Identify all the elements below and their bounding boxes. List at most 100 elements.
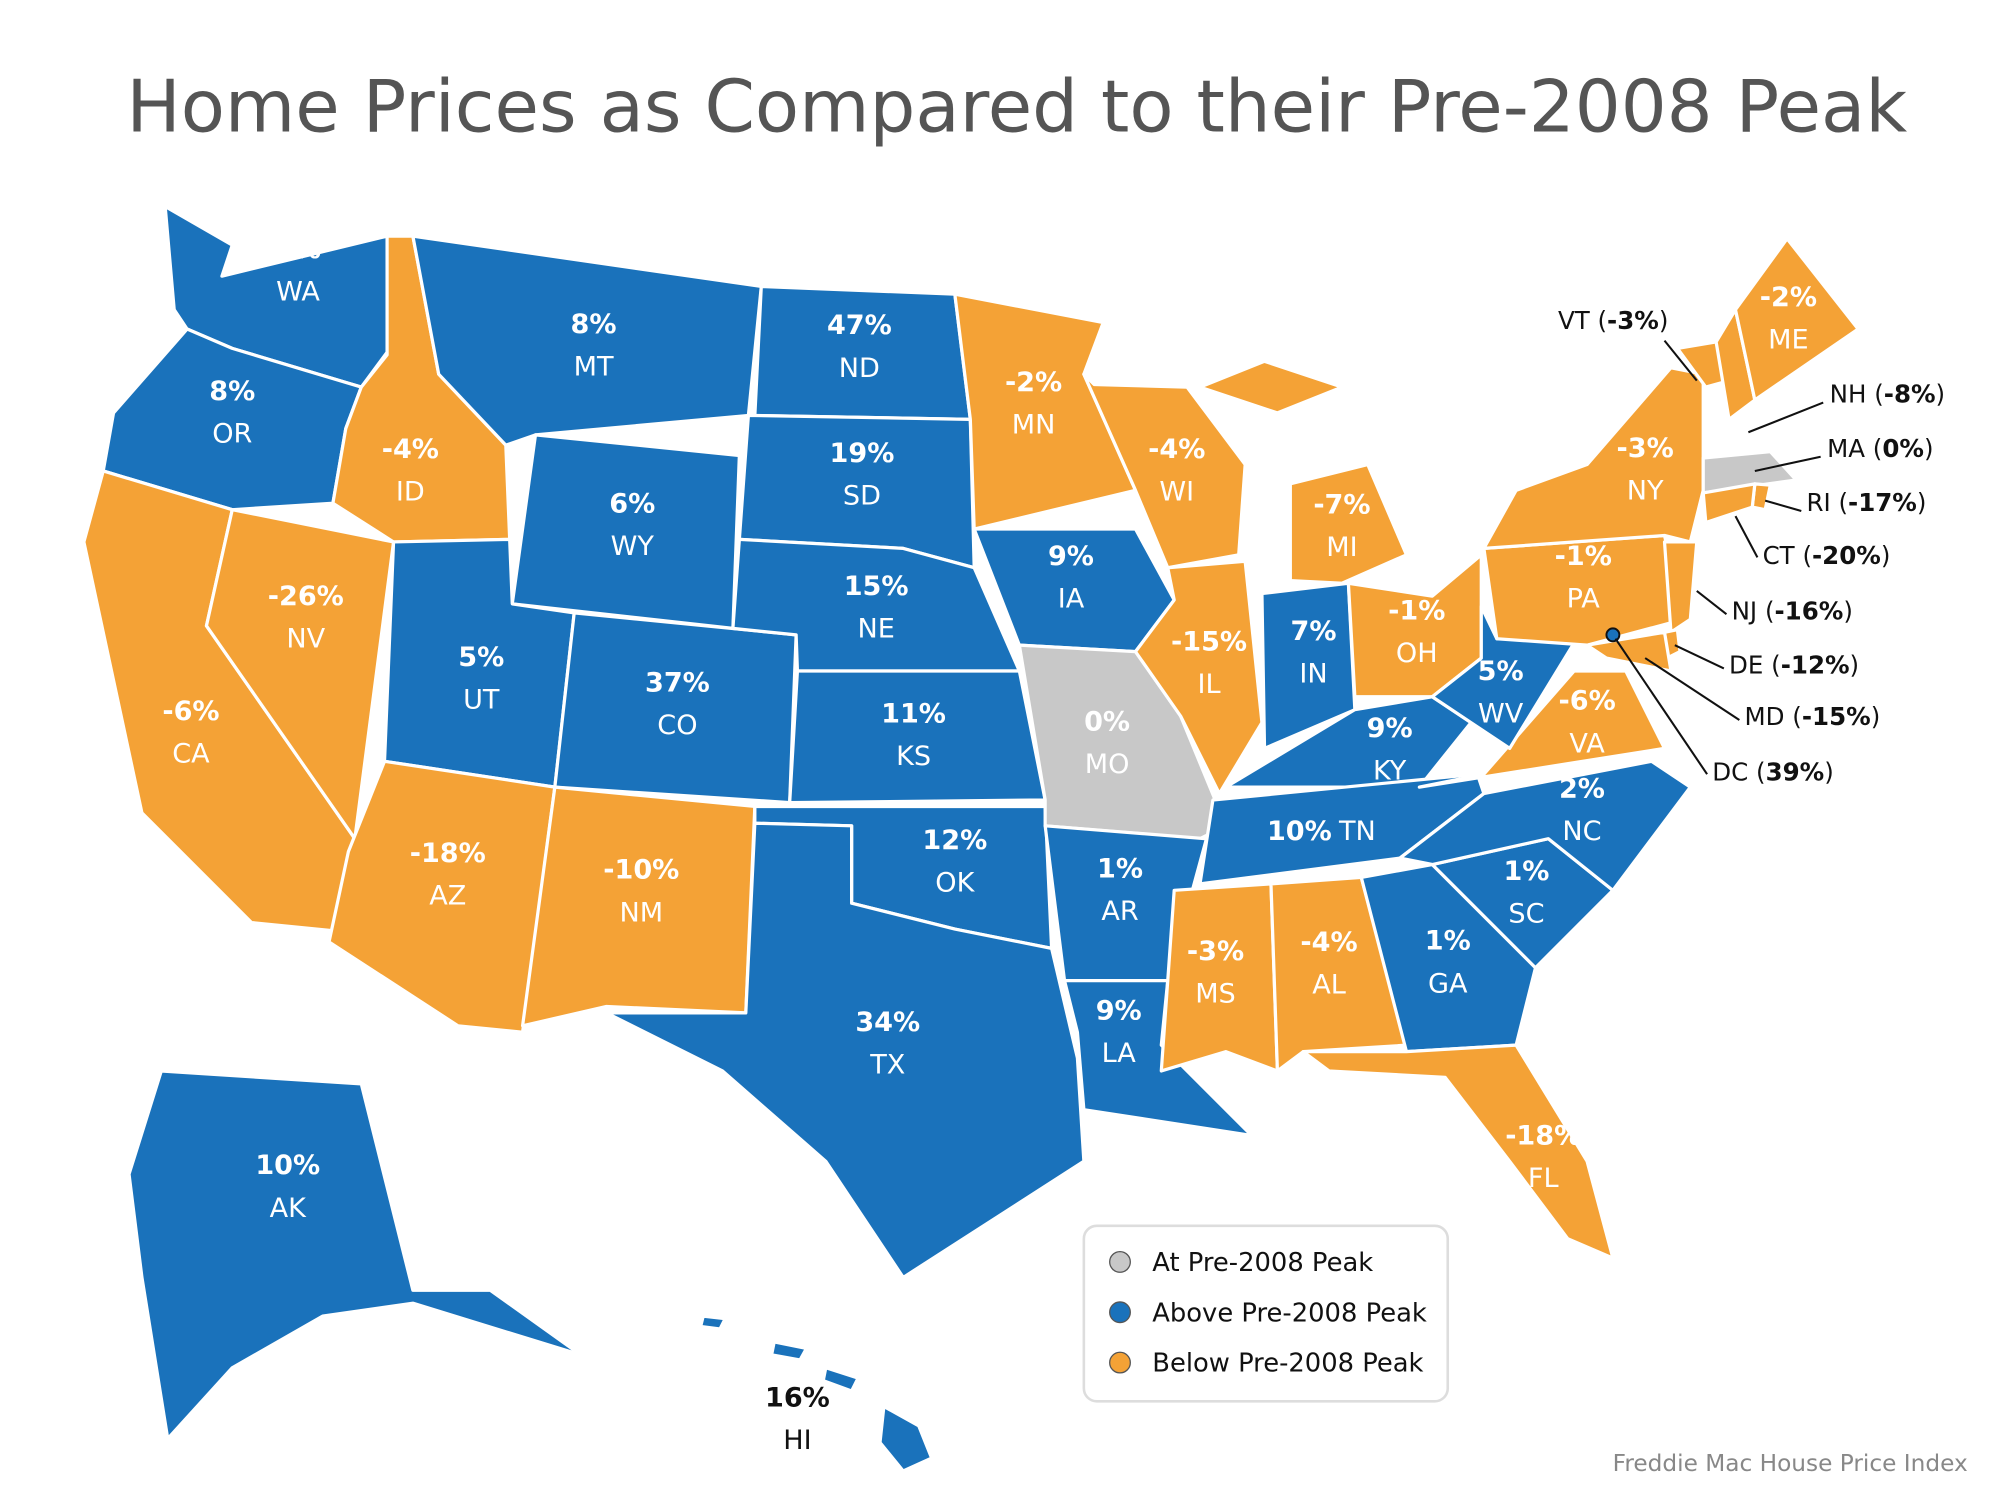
labels: 6% WA 8% OR -6% CA -26% NV -4% ID 8% MT 6% WY 5% UT 37% C… — [162, 234, 1945, 1456]
callout-leader — [1663, 339, 1698, 382]
legend: At Pre-2008 Peak Above Pre-2008 Peak Below… — [1109, 1248, 1427, 1379]
state-value: -7% — [1313, 490, 1370, 521]
callout-label: DC (39%) — [1712, 758, 1834, 787]
state-abbr: ND — [839, 353, 880, 384]
state-abbr: CA — [172, 739, 210, 770]
state-shape — [1159, 882, 1280, 1073]
state-shape — [788, 669, 1047, 805]
state-value: 11% — [881, 699, 946, 730]
callout-part: DE ( — [1729, 651, 1781, 680]
state-shape — [770, 1340, 809, 1362]
state-value: 12% — [922, 825, 987, 856]
callout-part: ) — [1936, 380, 1946, 409]
callout-part: 0% — [1882, 434, 1924, 463]
state-shape — [1082, 372, 1247, 570]
callout-part: -12% — [1781, 651, 1850, 680]
state-abbr: NV — [286, 624, 325, 655]
state-value: 8% — [209, 376, 255, 407]
state-dot — [1605, 627, 1621, 643]
callout-part: ) — [1917, 488, 1927, 517]
state-value: 6% — [609, 488, 655, 519]
state-abbr: AR — [1101, 896, 1139, 927]
callout-leader — [1614, 638, 1708, 775]
callout-label: VT (-3%) — [1558, 306, 1668, 335]
state-value: -1% — [1555, 541, 1612, 572]
state-value: 5% — [1478, 656, 1524, 687]
state-value: 2% — [1559, 773, 1605, 804]
state-value: 7% — [1291, 616, 1337, 647]
state-abbr: WV — [1478, 699, 1524, 730]
source: Freddie Mac House Price Index — [1613, 1450, 1968, 1477]
state-value: -2% — [1760, 282, 1817, 313]
state-abbr: OH — [1396, 638, 1438, 669]
state-shape — [1198, 359, 1344, 415]
state-value: 5% — [458, 642, 504, 673]
state-shape — [553, 611, 798, 805]
callout-leader — [1754, 455, 1821, 472]
state-value: 6% — [275, 234, 321, 265]
state-abbr: ID — [396, 477, 425, 508]
state-abbr: IL — [1197, 669, 1220, 700]
state-shape — [1133, 559, 1264, 796]
state-value: 1% — [1097, 853, 1143, 884]
callout-leader — [1696, 590, 1728, 616]
callout-label: NH (-8%) — [1830, 380, 1945, 409]
state-abbr: MO — [1085, 749, 1130, 780]
state-value: -15% — [1171, 626, 1247, 657]
callout-part: ) — [1843, 596, 1853, 625]
legend-label: At Pre-2008 Peak — [1152, 1248, 1373, 1278]
state-abbr: GA — [1428, 968, 1468, 999]
callout-part: -20% — [1812, 541, 1881, 570]
callout-label: RI (-17%) — [1806, 488, 1926, 517]
callout-part: NJ ( — [1732, 596, 1775, 625]
legend-swatch — [1109, 1250, 1131, 1273]
callout-part: NH ( — [1830, 380, 1884, 409]
callout-part: -17% — [1848, 488, 1917, 517]
state-abbr: TN — [1338, 816, 1376, 847]
callout-part: ) — [1924, 434, 1934, 463]
state-shape — [1733, 237, 1860, 402]
callout-label: DE (-12%) — [1729, 651, 1859, 680]
state-value: 19% — [830, 438, 895, 469]
state-value: 9% — [1367, 713, 1413, 744]
callout-part: DC ( — [1712, 758, 1765, 787]
state-abbr: TX — [869, 1050, 905, 1081]
callout-leader — [1674, 644, 1725, 670]
state-abbr: ME — [1768, 324, 1808, 355]
state-value: 0% — [1084, 706, 1130, 737]
state-value: 1% — [1425, 926, 1471, 957]
state-abbr: IA — [1058, 584, 1085, 615]
state-value: 10% — [1267, 816, 1332, 847]
legend-box — [1082, 1224, 1450, 1403]
state-value: 10% — [255, 1150, 320, 1181]
state-value: 9% — [1048, 541, 1094, 572]
callout-label: NJ (-16%) — [1732, 596, 1853, 625]
state-abbr: NC — [1562, 816, 1601, 847]
callout-part: ) — [1659, 306, 1669, 335]
state-abbr: KY — [1373, 755, 1407, 786]
state-shape — [821, 1366, 860, 1393]
callout-part: CT ( — [1763, 541, 1812, 570]
state-shape — [1662, 540, 1699, 634]
state-shape — [520, 785, 757, 1028]
state-abbr: NM — [619, 897, 663, 928]
state-abbr: OR — [212, 419, 252, 450]
state-abbr: AL — [1312, 970, 1346, 1001]
state-value: 16% — [765, 1382, 830, 1413]
callout-part: -8% — [1884, 380, 1936, 409]
callout-leader — [1644, 657, 1740, 721]
callout-label: CT (-20%) — [1763, 541, 1891, 570]
state-abbr: MN — [1012, 410, 1056, 441]
state-value: -6% — [162, 696, 219, 727]
state-shape — [878, 1404, 934, 1473]
callout-part: MA ( — [1827, 434, 1882, 463]
state-value: -10% — [603, 855, 679, 886]
state-shape — [1359, 862, 1538, 1054]
state-abbr: OK — [935, 868, 975, 899]
state-value: -6% — [1558, 686, 1615, 717]
state-value: -4% — [382, 434, 439, 465]
legend-label: Above Pre-2008 Peak — [1152, 1298, 1427, 1328]
state-value: 15% — [844, 571, 909, 602]
